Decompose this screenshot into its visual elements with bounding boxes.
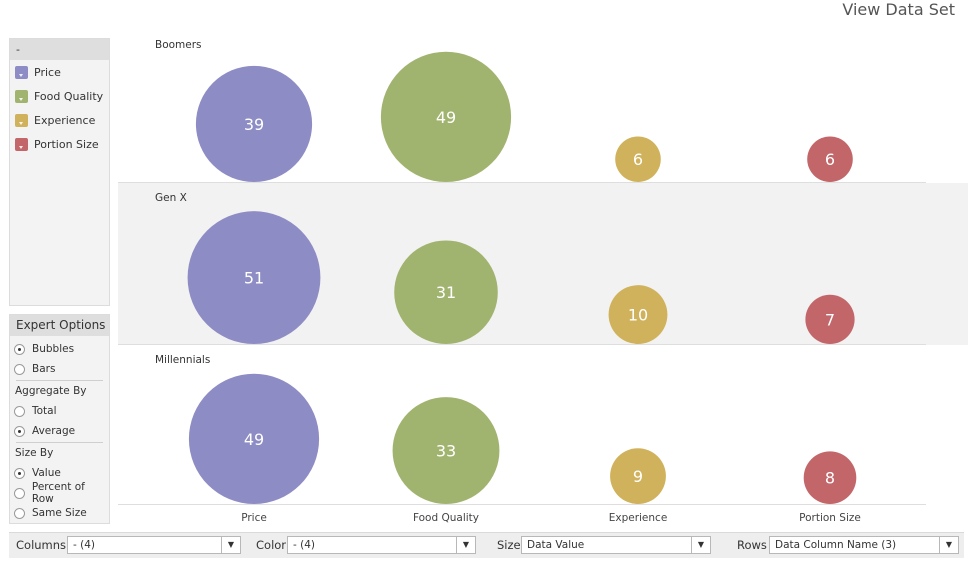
row-label: Millennials bbox=[155, 354, 210, 366]
columns-label: Columns bbox=[16, 538, 67, 552]
legend-title: - bbox=[10, 39, 109, 60]
option-label: Value bbox=[32, 467, 61, 479]
column-label: Portion Size bbox=[799, 512, 861, 524]
bubble-value-label: 6 bbox=[633, 150, 643, 169]
size-by-title: Size By bbox=[15, 447, 54, 459]
columns-select[interactable]: - (4) ▼ bbox=[67, 536, 241, 554]
option-same-size[interactable]: Same Size bbox=[10, 503, 109, 523]
divider bbox=[16, 442, 103, 443]
radio-icon[interactable] bbox=[14, 507, 25, 519]
bottom-controls-bar: Columns - (4) ▼ Color - (4) ▼ Size Data … bbox=[9, 532, 964, 558]
row-label: Gen X bbox=[155, 192, 187, 204]
option-bars[interactable]: Bars bbox=[10, 359, 109, 379]
color-select[interactable]: - (4) ▼ bbox=[287, 536, 476, 554]
legend-swatch-icon bbox=[15, 113, 28, 127]
radio-icon[interactable] bbox=[14, 405, 25, 417]
chevron-down-icon[interactable]: ▼ bbox=[221, 537, 240, 553]
option-label: Same Size bbox=[32, 507, 87, 519]
radio-selected-icon[interactable] bbox=[14, 343, 25, 355]
bubble-value-label: 9 bbox=[633, 467, 643, 486]
bubble bbox=[188, 373, 320, 504]
bubble bbox=[807, 136, 853, 182]
bubble-value-label: 31 bbox=[436, 283, 456, 302]
chevron-down-icon[interactable]: ▼ bbox=[939, 537, 958, 553]
bubble bbox=[392, 397, 500, 504]
option-label: Average bbox=[32, 425, 76, 437]
bubble-value-label: 10 bbox=[628, 306, 648, 325]
bubble bbox=[610, 448, 666, 504]
bubble-value-label: 6 bbox=[825, 150, 835, 169]
bubble-value-label: 39 bbox=[244, 115, 264, 134]
radio-icon[interactable] bbox=[14, 363, 25, 375]
color-label: Color bbox=[256, 538, 287, 552]
bubble bbox=[195, 65, 313, 182]
legend-swatch-icon bbox=[15, 137, 28, 151]
bubble bbox=[380, 51, 512, 182]
bubble-value-label: 49 bbox=[436, 108, 456, 127]
column-label: Experience bbox=[609, 512, 668, 524]
bubble-value-label: 33 bbox=[436, 442, 456, 461]
legend-item-label: Food Quality bbox=[34, 89, 104, 103]
column-label: Food Quality bbox=[413, 512, 479, 524]
option-label: Percent of Row bbox=[31, 481, 85, 505]
bubble bbox=[805, 294, 855, 344]
radio-selected-icon[interactable] bbox=[14, 425, 25, 437]
radio-icon[interactable] bbox=[14, 487, 25, 499]
rows-value: Data Column Name (3) bbox=[775, 539, 897, 551]
bubble-chart: Boomers Gen X Millennials 39 49 6 6 51 31 10 7 49 33… bbox=[118, 39, 968, 524]
option-total[interactable]: Total bbox=[10, 401, 109, 421]
size-label: Size bbox=[497, 538, 521, 552]
bubble-value-label: 49 bbox=[244, 430, 264, 449]
option-label: Total bbox=[32, 405, 57, 417]
legend-swatch-icon bbox=[15, 89, 28, 103]
size-value: Data Value bbox=[527, 539, 585, 551]
divider bbox=[16, 380, 103, 381]
option-value[interactable]: Value bbox=[10, 463, 109, 483]
legend-item-experience[interactable]: Experience bbox=[10, 108, 109, 132]
bubble bbox=[394, 240, 498, 344]
size-select[interactable]: Data Value ▼ bbox=[521, 536, 711, 554]
legend-item-label: Price bbox=[34, 65, 61, 79]
bubble-value-label: 7 bbox=[825, 310, 835, 329]
chevron-down-icon[interactable]: ▼ bbox=[456, 537, 475, 553]
option-average[interactable]: Average bbox=[10, 421, 109, 441]
chevron-down-icon[interactable]: ▼ bbox=[691, 537, 710, 553]
option-bubbles[interactable]: Bubbles bbox=[10, 339, 109, 359]
legend-swatch-icon bbox=[15, 65, 28, 79]
expert-options-title: Expert Options bbox=[10, 315, 109, 336]
legend-item-price[interactable]: Price bbox=[10, 60, 109, 84]
expert-options-panel: Expert Options Bubbles Bars Aggregate By… bbox=[9, 314, 110, 524]
view-data-set-link[interactable]: View Data Set bbox=[842, 0, 955, 19]
row-label: Boomers bbox=[155, 39, 202, 51]
bubble bbox=[608, 285, 668, 344]
color-value: - (4) bbox=[293, 539, 315, 551]
bubble-value-label: 51 bbox=[244, 269, 264, 288]
bubble bbox=[803, 451, 857, 504]
bubble bbox=[615, 136, 661, 182]
aggregate-by-title: Aggregate By bbox=[15, 385, 87, 397]
legend-item-label: Experience bbox=[34, 113, 96, 127]
option-label: Bars bbox=[32, 363, 56, 375]
bubble-value-label: 8 bbox=[825, 469, 835, 488]
columns-value: - (4) bbox=[73, 539, 95, 551]
legend-panel: - Price Food Quality Experience Portion … bbox=[9, 38, 110, 306]
option-label: Bubbles bbox=[32, 343, 75, 355]
legend-item-food-quality[interactable]: Food Quality bbox=[10, 84, 109, 108]
rows-select[interactable]: Data Column Name (3) ▼ bbox=[769, 536, 959, 554]
column-label: Price bbox=[241, 512, 267, 524]
bubble bbox=[187, 211, 321, 344]
radio-selected-icon[interactable] bbox=[14, 467, 25, 479]
legend-item-label: Portion Size bbox=[34, 137, 99, 151]
rows-label: Rows bbox=[737, 538, 767, 552]
option-percent-of-row[interactable]: Percent of Row bbox=[10, 481, 109, 505]
legend-item-portion-size[interactable]: Portion Size bbox=[10, 132, 109, 156]
